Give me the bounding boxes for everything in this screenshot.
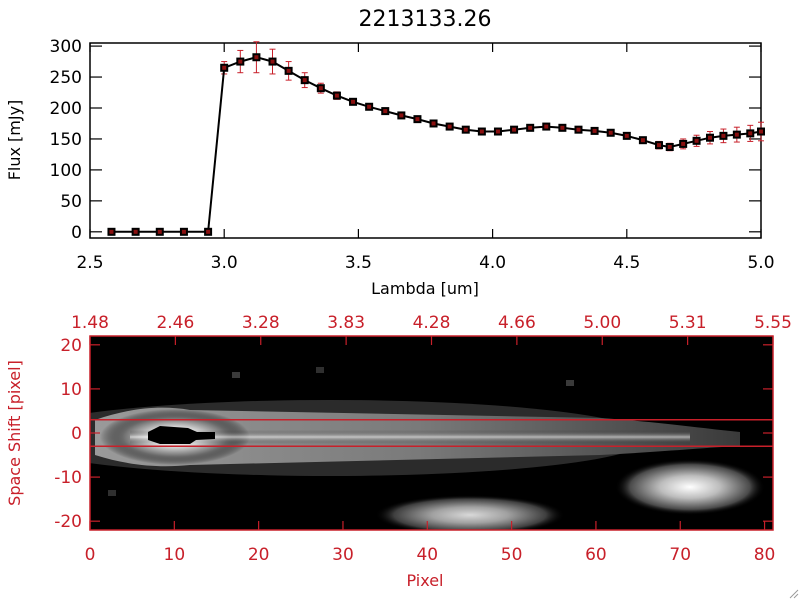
- data-point-center: [415, 117, 420, 122]
- y-axis-label: Flux [mJy]: [5, 100, 24, 181]
- data-point-center: [708, 135, 713, 140]
- data-point-center: [431, 121, 436, 126]
- y-axis-label: Space Shift [pixel]: [5, 360, 24, 506]
- x-tick-label: 3.0: [211, 253, 238, 273]
- data-point-center: [667, 145, 672, 149]
- data-point-center: [512, 127, 517, 132]
- spectrum-image: [90, 336, 773, 530]
- spectrum-2d-plot: 0 10 20 30 40 50 60 70 80 -20 -10 0 10 20 1.48 2.46 3.…: [5, 313, 792, 590]
- x-tick-label: 60: [585, 545, 607, 565]
- y-tick-label: 50: [60, 192, 82, 212]
- data-point-center: [286, 68, 291, 73]
- spectrum-plot-frame: [89, 42, 762, 239]
- data-point-center: [318, 86, 323, 91]
- data-point-center: [681, 141, 686, 146]
- trace-ridge: [130, 430, 690, 444]
- noise-speck: [232, 372, 240, 378]
- top-tick-label: 3.83: [327, 313, 365, 333]
- data-point-center: [657, 143, 662, 148]
- top-tick-label: 1.48: [71, 313, 109, 333]
- y-tick-label: 0: [71, 424, 82, 444]
- y-tick-label: 150: [50, 130, 82, 150]
- data-point-center: [351, 99, 356, 104]
- top-tick-label: 5.55: [754, 313, 792, 333]
- data-point-center: [447, 124, 452, 129]
- x-tick-label: 4.0: [479, 253, 506, 273]
- data-point-center: [222, 65, 227, 70]
- x-tick-label: 20: [248, 545, 270, 565]
- data-point-center: [270, 59, 275, 64]
- top-tick-label: 5.31: [669, 313, 707, 333]
- x-tick-label: 3.5: [345, 253, 372, 273]
- data-point-center: [109, 229, 114, 234]
- top-tick-label: 4.28: [413, 313, 451, 333]
- top-tick-label: 4.66: [498, 313, 536, 333]
- x-tick-label: 2.5: [76, 253, 103, 273]
- data-point-center: [206, 229, 211, 234]
- data-point-center: [238, 59, 243, 64]
- y-tick-label: -20: [54, 512, 82, 532]
- data-point-center: [302, 78, 307, 83]
- noise-speck: [108, 490, 116, 496]
- data-point-center: [399, 113, 404, 118]
- data-point-center: [463, 127, 468, 132]
- data-point-center: [254, 55, 259, 60]
- x-tick-label: 70: [669, 545, 691, 565]
- y-tick-label: 250: [50, 68, 82, 88]
- data-point-center: [576, 127, 581, 132]
- resize-grip-icon[interactable]: [789, 589, 799, 599]
- spectrum-plot: 2213133.26 2.5 3.0 3.5 4.0 4.5 5.0 0 50 100 150 2…: [5, 7, 775, 298]
- lower-source: [375, 495, 565, 530]
- y-tick-label: 10: [60, 380, 82, 400]
- data-point-center: [495, 129, 500, 134]
- data-point-center: [544, 124, 549, 129]
- x-tick-label: 0: [85, 545, 96, 565]
- data-point-center: [367, 104, 372, 109]
- data-point-center: [759, 129, 763, 134]
- data-point-center: [694, 138, 699, 143]
- x-tick-label: 80: [754, 545, 776, 565]
- data-point-center: [734, 132, 739, 137]
- chart-title: 2213133.26: [359, 7, 492, 32]
- data-point-center: [624, 133, 629, 138]
- x-axis-label: Pixel: [406, 571, 443, 590]
- noise-speck: [316, 367, 324, 373]
- data-point-center: [383, 109, 388, 114]
- data-point-center: [334, 93, 339, 98]
- y-tick-label: 0: [71, 223, 82, 243]
- data-point-center: [560, 125, 565, 130]
- top-tick-label: 3.28: [242, 313, 280, 333]
- noise-speck: [566, 380, 574, 386]
- data-point-center: [592, 128, 597, 133]
- y-tick-label: 200: [50, 99, 82, 119]
- data-point-center: [181, 229, 186, 234]
- x-tick-label: 10: [164, 545, 186, 565]
- flux-series-line: [111, 56, 762, 233]
- data-point-center: [608, 130, 613, 135]
- data-point-center: [640, 138, 645, 143]
- saturated-core: [148, 426, 215, 444]
- x-tick-label: 4.5: [613, 253, 640, 273]
- data-point-center: [721, 133, 726, 138]
- data-point-center: [133, 229, 138, 234]
- y-tick-label: 20: [60, 336, 82, 356]
- x-tick-label: 40: [416, 545, 438, 565]
- top-tick-label: 2.46: [156, 313, 194, 333]
- data-point-center: [748, 131, 753, 136]
- y-tick-label: -10: [54, 468, 82, 488]
- y-tick-label: 300: [50, 37, 82, 57]
- x-tick-label: 50: [501, 545, 523, 565]
- y-tick-label: 100: [50, 161, 82, 181]
- top-tick-label: 5.00: [583, 313, 621, 333]
- secondary-source: [615, 459, 765, 515]
- data-point-center: [479, 129, 484, 134]
- x-tick-label: 5.0: [747, 253, 774, 273]
- data-point-center: [157, 229, 162, 234]
- x-axis-label: Lambda [um]: [371, 279, 479, 298]
- data-point-center: [528, 125, 533, 130]
- x-tick-label: 30: [332, 545, 354, 565]
